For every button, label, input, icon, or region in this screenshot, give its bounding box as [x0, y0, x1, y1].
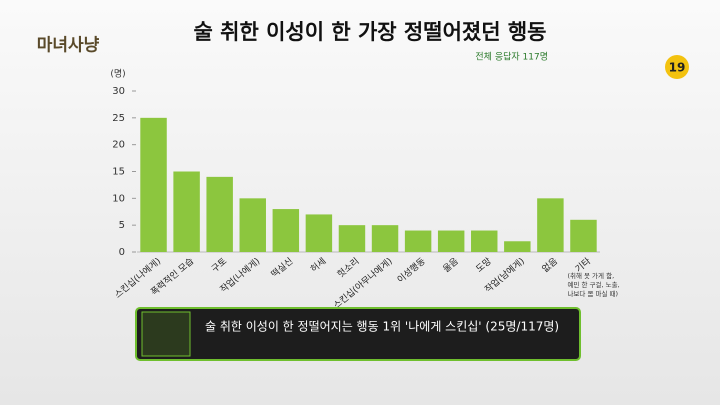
bar	[272, 209, 300, 252]
y-tick-label: 10	[112, 193, 125, 204]
caption: 술 취한 이성이 한 정떨어지는 행동 1위 '나에게 스킨십' (25명/11…	[205, 319, 559, 334]
bar	[140, 117, 167, 252]
annotation: 예민 한 구걸, 노출,	[567, 280, 619, 289]
bar	[206, 176, 233, 252]
caption-icon	[141, 311, 191, 357]
bar	[305, 214, 333, 252]
bar	[570, 219, 597, 252]
bar	[404, 230, 432, 252]
chart-title: 술 취한 이성이 한 가장 정떨어졌던 행동	[194, 20, 547, 44]
y-tick-label: 30	[112, 86, 125, 97]
caption-box	[135, 307, 581, 361]
bar	[371, 225, 399, 252]
bar	[173, 171, 200, 252]
y-tick-label: 0	[119, 247, 125, 258]
logo: 마녀사냥	[37, 36, 100, 56]
bar	[338, 225, 366, 252]
rating: 19	[669, 61, 686, 75]
annotation: 나보다 몸 마실 때)	[567, 289, 618, 298]
y-axis-label: (명)	[110, 69, 125, 80]
bar	[471, 230, 498, 252]
y-tick-label: 15	[112, 167, 125, 178]
annotation: (취해 못 가게 함,	[567, 271, 614, 280]
subtitle: 전체 응답자 117명	[475, 51, 548, 63]
y-tick-label: 25	[112, 113, 125, 124]
rating-badge	[665, 55, 689, 79]
y-tick-label: 20	[112, 140, 125, 151]
bar	[437, 230, 465, 252]
bar	[504, 241, 531, 252]
bar	[239, 198, 266, 252]
bar	[537, 198, 564, 252]
y-tick-label: 5	[119, 220, 125, 231]
